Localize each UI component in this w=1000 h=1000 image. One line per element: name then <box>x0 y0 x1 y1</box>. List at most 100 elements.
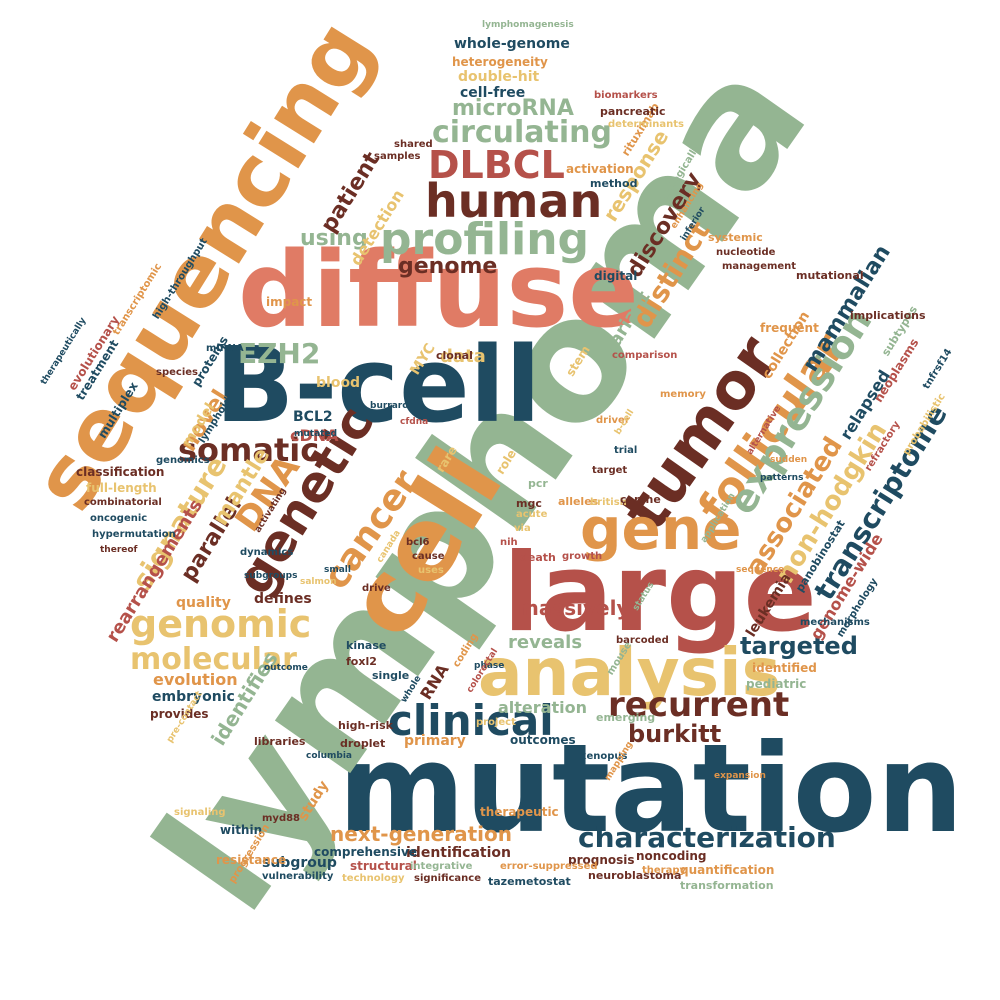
word-pancreatic: pancreatic <box>600 105 666 118</box>
word-identification: identification <box>406 845 511 861</box>
word-noncoding: noncoding <box>636 849 707 863</box>
word-tazemetostat: tazemetostat <box>488 875 571 888</box>
word-bcl6: bcl6 <box>406 537 430 548</box>
word-vulnerability: vulnerability <box>262 871 334 882</box>
word-mgc: mgc <box>516 497 542 510</box>
word-via: via <box>514 523 531 534</box>
word-clonal: clonal <box>436 349 473 362</box>
word-somatic: somatic <box>178 431 320 469</box>
word-circulating: circulating <box>432 115 612 150</box>
word-combinatorial: combinatorial <box>84 497 162 508</box>
word-embryonic: embryonic <box>152 689 235 705</box>
word-mirna: miRNA <box>206 343 244 354</box>
word-resistance: resistance <box>216 853 287 867</box>
word-heterogeneity: heterogeneity <box>452 55 548 69</box>
word-prognosis: prognosis <box>568 853 635 867</box>
word-comprehensive: comprehensive <box>314 845 417 859</box>
word-neuroblastoma: neuroblastoma <box>588 869 682 882</box>
word-dynamics: dynamics <box>240 547 294 558</box>
word-subgroup: subgroup <box>262 855 337 871</box>
word-gene: gene <box>580 495 742 563</box>
word-recurrent: recurrent <box>608 685 790 725</box>
word-canine: canine <box>620 493 661 506</box>
word-transformation: transformation <box>680 879 774 892</box>
word-full-length: full-length <box>86 481 157 495</box>
word-cdna: cDNA <box>290 426 339 445</box>
word-whole-genome: whole-genome <box>454 36 570 52</box>
word-small: small <box>324 565 351 575</box>
word-libraries: libraries <box>254 735 306 748</box>
word-microrna: microRNA <box>452 96 574 121</box>
word-trial: trial <box>614 445 638 456</box>
word-evolution: evolution <box>153 670 238 689</box>
word-massively: massively <box>518 596 630 620</box>
word-therapy: therapy <box>642 865 687 876</box>
word-emerging: emerging <box>596 711 656 724</box>
word-integrative: integrative <box>410 861 473 872</box>
word-impact: impact <box>266 295 313 309</box>
word-genomics: genomics <box>156 455 210 466</box>
word-diffuse: diffuse <box>238 229 639 351</box>
word-uses: uses <box>418 565 444 576</box>
word-xenopus: xenopus <box>580 751 628 762</box>
word-subgroups: subgroups <box>244 571 298 581</box>
word-profiling: profiling <box>380 214 590 265</box>
word-burrard: burrard <box>370 401 409 411</box>
word-method: method <box>590 177 638 190</box>
word-determinants: determinants <box>608 119 685 130</box>
word-primary: primary <box>404 733 466 749</box>
word-samples: samples <box>374 151 421 162</box>
word-high-risk: high-risk <box>338 719 393 732</box>
word-clinical: clinical <box>388 696 554 745</box>
word-identified: identified <box>752 661 817 675</box>
word-droplet: droplet <box>340 737 386 750</box>
word-patterns: patterns <box>760 473 804 483</box>
word-targeted: targeted <box>740 632 858 660</box>
word-management: management <box>722 261 797 272</box>
word-classification: classification <box>76 465 165 479</box>
word-structural: structural <box>350 859 417 873</box>
word-species: species <box>156 367 198 378</box>
word-driver: driver <box>596 415 630 426</box>
word-biomarkers: biomarkers <box>594 90 658 101</box>
word-sequence: sequence <box>736 565 785 575</box>
word-dlbcl: DLBCL <box>428 143 565 187</box>
word-characterization: characterization <box>578 821 836 854</box>
word-pediatric: pediatric <box>746 677 807 691</box>
word-bcl2: BCL2 <box>293 409 333 425</box>
word-analysis: analysis <box>478 634 781 711</box>
word-thereof: thereof <box>100 545 138 555</box>
word-within: within <box>220 823 263 837</box>
word-reveals: reveals <box>508 632 583 653</box>
word-expansion: expansion <box>714 771 766 781</box>
word-defines: defines <box>254 591 312 607</box>
word-cell-free: cell-free <box>460 85 526 101</box>
word-technology: technology <box>342 873 405 884</box>
word-sudden: sudden <box>770 455 808 465</box>
word-frequent: frequent <box>760 321 819 335</box>
word-using: using <box>300 226 368 251</box>
word-drive: drive <box>362 583 391 594</box>
word-project: project <box>476 717 516 728</box>
word-significance: significance <box>414 873 482 884</box>
word-kinase: kinase <box>346 639 387 652</box>
word-activation: activation <box>566 162 634 176</box>
word-human: human <box>425 174 603 228</box>
word-acute: acute <box>516 509 548 520</box>
word-myd88: myd88 <box>262 813 301 824</box>
word-target: target <box>592 465 628 476</box>
word-barcoded: barcoded <box>616 635 669 646</box>
word-salmon: salmon <box>300 577 337 587</box>
word-provides: provides <box>150 707 209 721</box>
word-mutated: mutated <box>294 429 338 439</box>
word-oncogenic: oncogenic <box>90 513 148 524</box>
word-phase: phase <box>474 661 505 671</box>
word-digital: digital <box>594 269 638 283</box>
word-outcomes: outcomes <box>510 733 576 747</box>
word-alleles: alleles <box>558 495 599 508</box>
word-quantification: quantification <box>680 863 775 877</box>
word-british: british <box>590 497 627 508</box>
word-nucleotide: nucleotide <box>716 247 776 258</box>
word-hypermutation: hypermutation <box>92 529 176 540</box>
word-mutation: mutation <box>338 718 964 860</box>
